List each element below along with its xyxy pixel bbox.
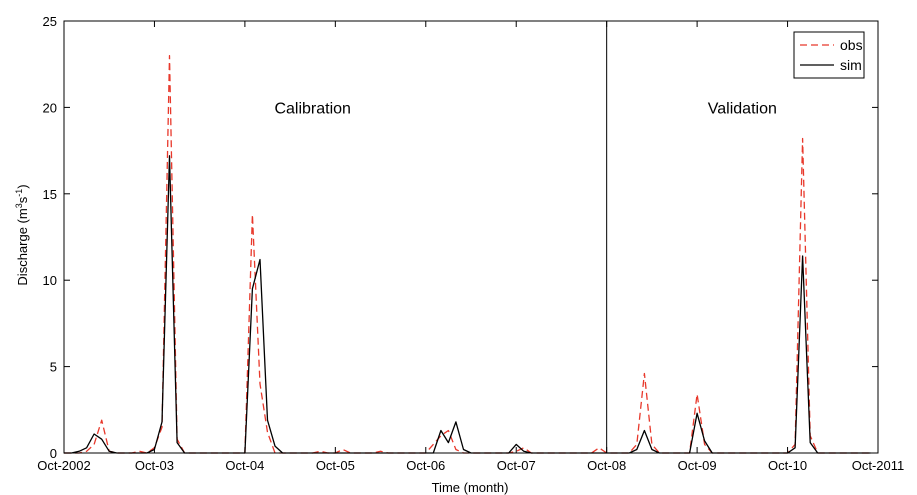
region-label-calibration: Calibration — [274, 100, 350, 117]
x-tick-label: Oct-07 — [497, 458, 536, 473]
legend-sim-label: sim — [840, 57, 862, 73]
y-axis-label-sup-minus1: -1 — [14, 189, 24, 197]
legend: obs sim — [793, 31, 865, 79]
x-tick-label: Oct-09 — [678, 458, 717, 473]
axes-layer: 0 5 10 15 20 25 Oct-2002 Oct-03 Oct-04 Oct-05 Oct-… — [37, 14, 904, 473]
x-tick-label: Oct-05 — [316, 458, 355, 473]
y-axis-label: Discharge (m3s-1) — [14, 184, 30, 285]
x-tick-label: Oct-10 — [768, 458, 807, 473]
x-tick-label: Oct-06 — [406, 458, 445, 473]
plot-frame — [63, 20, 879, 454]
y-axis-label-prefix: Discharge (m — [15, 208, 30, 285]
x-tick-label: Oct-04 — [225, 458, 264, 473]
x-tick-label: Oct-2011 — [852, 458, 905, 473]
plot-area — [64, 21, 878, 453]
region-label-validation: Validation — [708, 100, 777, 117]
y-tick-label: 20 — [43, 100, 57, 115]
y-axis-label-sup-3: 3 — [14, 203, 24, 208]
x-tick-label: Oct-08 — [587, 458, 626, 473]
y-tick-label: 25 — [43, 14, 57, 29]
legend-box — [793, 31, 865, 79]
y-tick-label: 10 — [43, 273, 57, 288]
x-axis-label: Time (month) — [432, 480, 509, 495]
y-axis-label-mid: s — [15, 196, 30, 203]
legend-obs-label: obs — [840, 37, 863, 53]
y-tick-label: 15 — [43, 187, 57, 202]
y-tick-label: 0 — [50, 446, 57, 461]
x-tick-label: Oct-03 — [135, 458, 174, 473]
y-tick-label: 5 — [50, 360, 57, 375]
x-tick-label: Oct-2002 — [37, 458, 90, 473]
plot-background — [64, 21, 878, 453]
y-axis-label-suffix: ) — [15, 184, 30, 188]
